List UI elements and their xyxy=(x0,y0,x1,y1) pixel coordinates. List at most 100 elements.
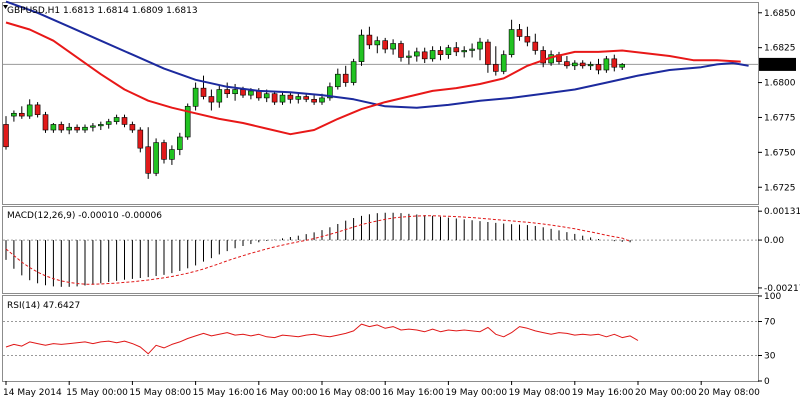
candle xyxy=(3,116,9,150)
macd-panel-frame xyxy=(2,206,759,294)
candle-body xyxy=(358,34,365,62)
candle-body xyxy=(564,61,570,67)
candle-body xyxy=(224,89,230,95)
candle xyxy=(595,58,602,75)
candle-body xyxy=(579,62,586,67)
candle-body xyxy=(50,124,57,131)
candle xyxy=(137,127,144,153)
candle-body xyxy=(153,142,159,174)
candle xyxy=(358,29,365,66)
candle-body xyxy=(508,29,515,55)
candle-body xyxy=(113,117,120,122)
candle-body xyxy=(287,94,294,100)
candle xyxy=(461,46,468,58)
candle-body xyxy=(90,125,96,128)
candle xyxy=(42,111,49,133)
candle xyxy=(390,39,396,55)
candle-body xyxy=(66,126,72,131)
candle-body xyxy=(398,43,404,58)
candle-body xyxy=(177,136,183,150)
candle xyxy=(208,89,215,111)
candle-body xyxy=(571,62,578,67)
rsi-axis-label: 30 xyxy=(764,352,776,362)
candle-body xyxy=(587,64,594,67)
candle-body xyxy=(200,87,207,97)
candle xyxy=(153,138,159,177)
macd-signal-line xyxy=(5,215,631,285)
rsi-title: RSI(14) 47.6427 xyxy=(7,301,80,311)
candle-body xyxy=(595,64,602,71)
chart-menu-icon[interactable] xyxy=(3,5,8,9)
candle xyxy=(342,65,349,87)
candle xyxy=(619,63,626,70)
candle xyxy=(564,56,570,69)
rsi-chart-area xyxy=(3,321,758,356)
time-axis-label: 14 May 2014 xyxy=(3,388,62,398)
candle xyxy=(74,124,80,133)
current-price-box xyxy=(759,57,796,71)
candle xyxy=(279,92,286,105)
candle-body xyxy=(540,50,547,64)
rsi-axis-label: 100 xyxy=(764,292,781,302)
candle xyxy=(129,121,136,133)
candle-body xyxy=(611,58,618,68)
candle xyxy=(366,26,373,50)
moving-average-slow-line xyxy=(5,0,749,109)
candle-body xyxy=(161,142,167,160)
candle-body xyxy=(74,126,80,131)
candle xyxy=(177,132,183,156)
current-price-label: 1.6813 xyxy=(762,61,794,71)
macd-axis-label: 0.00131 xyxy=(764,207,800,217)
candle-body xyxy=(469,48,475,51)
candle-body xyxy=(492,64,499,72)
candle-body xyxy=(500,54,507,72)
candle xyxy=(34,102,41,118)
candle xyxy=(350,58,357,86)
time-axis-label: 20 May 08:00 xyxy=(698,388,760,398)
candle-body xyxy=(3,124,9,148)
price-axis-label: 1.6825 xyxy=(764,44,796,54)
candle xyxy=(184,103,191,140)
candle xyxy=(216,85,223,108)
candle-body xyxy=(121,117,128,125)
candle xyxy=(469,43,475,58)
candle xyxy=(26,99,33,119)
candle xyxy=(90,123,96,132)
price-axis-label: 1.6850 xyxy=(764,9,796,19)
candle xyxy=(145,127,151,179)
candle-body xyxy=(192,87,199,107)
candle xyxy=(82,124,88,133)
candle-body xyxy=(105,121,112,125)
candle xyxy=(540,46,547,68)
candle xyxy=(105,118,112,129)
candle-body xyxy=(58,124,65,131)
candle xyxy=(413,47,420,62)
price-axis-label: 1.6775 xyxy=(764,113,796,123)
time-axis-label: 20 May 00:00 xyxy=(635,388,697,398)
candle xyxy=(58,121,65,133)
candle xyxy=(508,19,515,58)
candle-body xyxy=(437,50,444,55)
candle xyxy=(327,82,333,101)
candle xyxy=(169,145,175,165)
candle-body xyxy=(421,51,428,60)
candle xyxy=(311,95,317,105)
candle-body xyxy=(619,64,626,68)
candle-body xyxy=(11,112,17,117)
candle xyxy=(532,33,539,55)
candle-body xyxy=(342,73,349,83)
candle-body xyxy=(82,126,88,131)
candle xyxy=(200,75,207,100)
candle-body xyxy=(390,43,396,50)
time-axis-label: 16 May 08:00 xyxy=(319,388,381,398)
candle xyxy=(303,93,310,103)
candle xyxy=(500,50,507,75)
candle-body xyxy=(532,41,539,51)
candle-body xyxy=(216,89,223,103)
time-axis-label: 16 May 16:00 xyxy=(382,388,444,398)
candle xyxy=(445,44,452,59)
candle-body xyxy=(453,47,460,53)
candle xyxy=(556,51,562,65)
candle xyxy=(611,54,618,72)
